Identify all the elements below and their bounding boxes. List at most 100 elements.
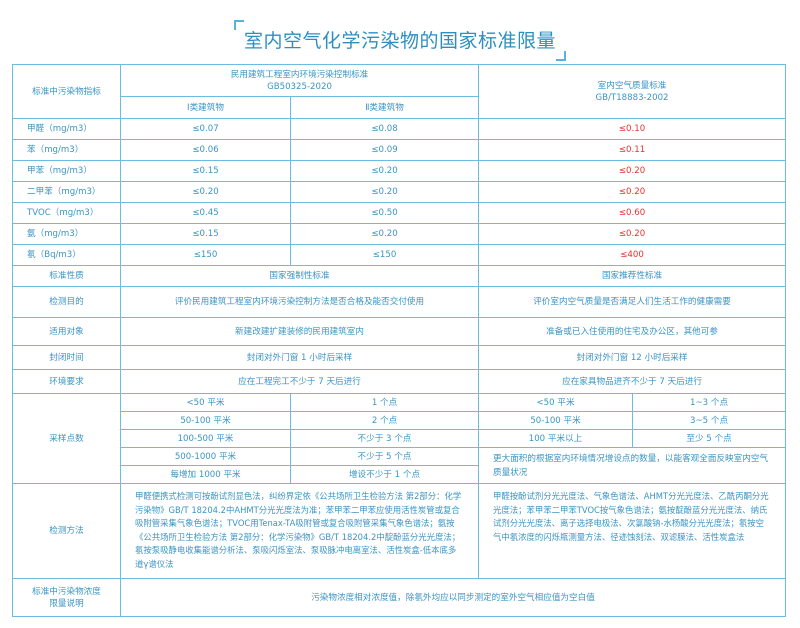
gb50325-header: 民用建筑工程室内环境污染控制标准 GB50325-2020 bbox=[119, 64, 480, 97]
pollutant-name: 氨（mg/m3） bbox=[12, 223, 121, 245]
class1-limit: ≤0.20 bbox=[120, 181, 291, 203]
sampling-points: 增设不少于 1 个点 bbox=[289, 465, 480, 484]
gb50325-methods: 甲醛便携式检测可按酚试剂显色法，纠纷界定依《公共场所卫生检验方法 第2部分：化学… bbox=[119, 483, 480, 579]
pollutant-row: TVOC（mg/m3） ≤0.45 ≤0.50 ≤0.60 bbox=[12, 202, 787, 224]
class2-header: Ⅱ类建筑物 bbox=[289, 96, 480, 119]
sampling-points: 1 个点 bbox=[289, 393, 480, 412]
sampling-points: 至少 5 个点 bbox=[632, 429, 787, 448]
class1-limit: ≤150 bbox=[120, 244, 291, 266]
gb18883-value: 国家推荐性标准 bbox=[478, 265, 787, 287]
gb18883-limit: ≤0.20 bbox=[478, 181, 787, 203]
bracket-decoration bbox=[556, 51, 566, 61]
class1-limit: ≤0.07 bbox=[120, 118, 291, 140]
sampling-area: <50 平米 bbox=[478, 393, 634, 412]
pollutant-name: 苯（mg/m3） bbox=[12, 139, 121, 161]
page-title-text: 室内空气化学污染物的国家标准限量 bbox=[243, 30, 556, 52]
class1-header: Ⅰ类建筑物 bbox=[120, 96, 291, 119]
row-label: 标准中污染物浓度限量说明 bbox=[12, 578, 121, 617]
sampling-points: 2 个点 bbox=[289, 411, 480, 430]
title-block: 室内空气化学污染物的国家标准限量 bbox=[0, 18, 800, 61]
gb18883-value: 准备或已入住使用的住宅及办公区，其他可参 bbox=[478, 317, 787, 346]
sampling-points: 1~3 个点 bbox=[632, 393, 787, 412]
row-label: 检测目的 bbox=[12, 286, 121, 318]
info-row: 环境要求 应在工程完工不少于 7 天后进行 应在家具物品进齐不少于 7 天后进行 bbox=[12, 369, 787, 394]
row-label: 标准性质 bbox=[12, 265, 121, 287]
gb18883-header: 室内空气质量标准 GB/T18883-2002 bbox=[478, 64, 787, 119]
class1-limit: ≤0.45 bbox=[120, 202, 291, 224]
class2-limit: ≤150 bbox=[289, 244, 480, 266]
class1-limit: ≤0.06 bbox=[120, 139, 291, 161]
indicator-header: 标准中污染物指标 bbox=[12, 64, 121, 119]
sampling-row: 50-100 平米 2 个点 50-100 平米 3~5 个点 bbox=[13, 411, 787, 430]
pollutant-row: 氡（Bq/m3） ≤150 ≤150 ≤400 bbox=[12, 244, 787, 266]
class2-limit: ≤0.20 bbox=[289, 223, 480, 245]
gb18883-value: 评价室内空气质量是否满足人们生活工作的健康需要 bbox=[478, 286, 787, 318]
class2-limit: ≤0.09 bbox=[289, 139, 480, 161]
class2-limit: ≤0.20 bbox=[289, 160, 480, 182]
gb18883-limit: ≤0.11 bbox=[478, 139, 787, 161]
sampling-note: 更大面积的根据室内环境情况增设点的数量，以能客观全面反映室内空气质量状况 bbox=[478, 447, 787, 484]
sampling-label: 采样点数 bbox=[12, 393, 121, 484]
gb50325-value: 新建改建扩建装修的民用建筑室内 bbox=[119, 317, 480, 346]
class1-limit: ≤0.15 bbox=[120, 223, 291, 245]
gb50325-value: 封闭对外门窗 1 小时后采样 bbox=[119, 345, 480, 370]
class2-limit: ≤0.20 bbox=[289, 181, 480, 203]
gb18883-limit: ≤0.20 bbox=[478, 160, 787, 182]
pollutant-name: 氡（Bq/m3） bbox=[12, 244, 121, 266]
class2-limit: ≤0.08 bbox=[289, 118, 480, 140]
gb18883-limit: ≤0.60 bbox=[478, 202, 787, 224]
pollutant-name: 二甲苯（mg/m3） bbox=[12, 181, 121, 203]
gb18883-methods: 甲醛按酚试剂分光光度法、气象色谱法、AHMT分光光度法、乙酰丙酮分光光度法；苯甲… bbox=[478, 483, 787, 579]
info-row: 标准性质 国家强制性标准 国家推荐性标准 bbox=[12, 265, 787, 287]
row-label: 检测方法 bbox=[12, 483, 121, 579]
standard-code: GB/T18883-2002 bbox=[595, 92, 669, 103]
gb18883-limit: ≤0.20 bbox=[478, 223, 787, 245]
info-row: 封闭时间 封闭对外门窗 1 小时后采样 封闭对外门窗 12 小时后采样 bbox=[12, 345, 787, 370]
methods-row: 检测方法 甲醛便携式检测可按酚试剂显色法，纠纷界定依《公共场所卫生检验方法 第2部… bbox=[12, 483, 787, 579]
pollutant-row: 苯（mg/m3） ≤0.06 ≤0.09 ≤0.11 bbox=[12, 139, 787, 161]
pollutant-row: 甲醛（mg/m3） ≤0.07 ≤0.08 ≤0.10 bbox=[12, 118, 787, 140]
gb18883-value: 应在家具物品进齐不少于 7 天后进行 bbox=[478, 369, 787, 394]
gb50325-value: 应在工程完工不少于 7 天后进行 bbox=[119, 369, 480, 394]
sampling-points: 不少于 3 个点 bbox=[289, 429, 480, 448]
sampling-points: 不少于 5 个点 bbox=[289, 447, 480, 466]
sampling-row: 采样点数 <50 平米 1 个点 <50 平米 1~3 个点 bbox=[12, 393, 787, 484]
gb50325-value: 评价民用建筑工程室内环境污染控制方法是否合格及能否交付使用 bbox=[119, 286, 480, 318]
gb18883-limit: ≤0.10 bbox=[478, 118, 787, 140]
sampling-area: 500-1000 平米 bbox=[120, 447, 291, 466]
sampling-row: 100-500 平米 不少于 3 个点 100 平米以上 至少 5 个点 bbox=[13, 429, 787, 448]
note-text: 污染物浓度相对浓度值，除氡外均应以同步测定的室外空气相应值为空白值 bbox=[119, 578, 787, 617]
bracket-decoration bbox=[233, 20, 244, 30]
pollutant-row: 甲苯（mg/m3） ≤0.15 ≤0.20 ≤0.20 bbox=[12, 160, 787, 182]
gb50325-value: 国家强制性标准 bbox=[119, 265, 480, 287]
info-row: 适用对象 新建改建扩建装修的民用建筑室内 准备或已入住使用的住宅及办公区，其他可参 bbox=[12, 317, 787, 346]
row-label: 封闭时间 bbox=[12, 345, 121, 370]
sampling-area: 100 平米以上 bbox=[478, 429, 634, 448]
pollutant-row: 氨（mg/m3） ≤0.15 ≤0.20 ≤0.20 bbox=[12, 223, 787, 245]
note-label: 标准中污染物浓度限量说明 bbox=[32, 586, 101, 609]
sampling-row: 500-1000 平米 不少于 5 个点 更大面积的根据室内环境情况增设点的数量，以… bbox=[13, 447, 787, 484]
sampling-area: 50-100 平米 bbox=[478, 411, 634, 430]
standard-code: GB50325-2020 bbox=[267, 81, 332, 92]
sampling-area: 每增加 1000 平米 bbox=[120, 465, 291, 484]
info-row: 检测目的 评价民用建筑工程室内环境污染控制方法是否合格及能否交付使用 评价室内空气质… bbox=[12, 286, 787, 318]
class2-limit: ≤0.50 bbox=[289, 202, 480, 224]
sampling-points: 3~5 个点 bbox=[632, 411, 787, 430]
sampling-area: <50 平米 bbox=[120, 393, 291, 412]
row-label: 环境要求 bbox=[12, 369, 121, 394]
gb18883-value: 封闭对外门窗 12 小时后采样 bbox=[478, 345, 787, 370]
pollutant-name: 甲苯（mg/m3） bbox=[12, 160, 121, 182]
pollutant-name: TVOC（mg/m3） bbox=[12, 202, 121, 224]
standard-name: 室内空气质量标准 bbox=[597, 80, 667, 91]
pollutant-row: 二甲苯（mg/m3） ≤0.20 ≤0.20 ≤0.20 bbox=[12, 181, 787, 203]
class1-limit: ≤0.15 bbox=[120, 160, 291, 182]
note-row: 标准中污染物浓度限量说明 污染物浓度相对浓度值，除氡外均应以同步测定的室外空气相应… bbox=[12, 578, 787, 617]
standard-name: 民用建筑工程室内环境污染控制标准 bbox=[230, 69, 369, 80]
gb18883-limit: ≤400 bbox=[478, 244, 787, 266]
sampling-area: 100-500 平米 bbox=[120, 429, 291, 448]
page-title: 室内空气化学污染物的国家标准限量 bbox=[233, 18, 566, 61]
header-row: Ⅰ类建筑物 Ⅱ类建筑物 bbox=[13, 96, 786, 119]
pollutant-name: 甲醛（mg/m3） bbox=[12, 118, 121, 140]
sampling-row: 每增加 1000 平米 增设不少于 1 个点 bbox=[13, 465, 786, 484]
header-row: 标准中污染物指标 民用建筑工程室内环境污染控制标准 GB50325-2020 室内空气… bbox=[12, 64, 787, 119]
